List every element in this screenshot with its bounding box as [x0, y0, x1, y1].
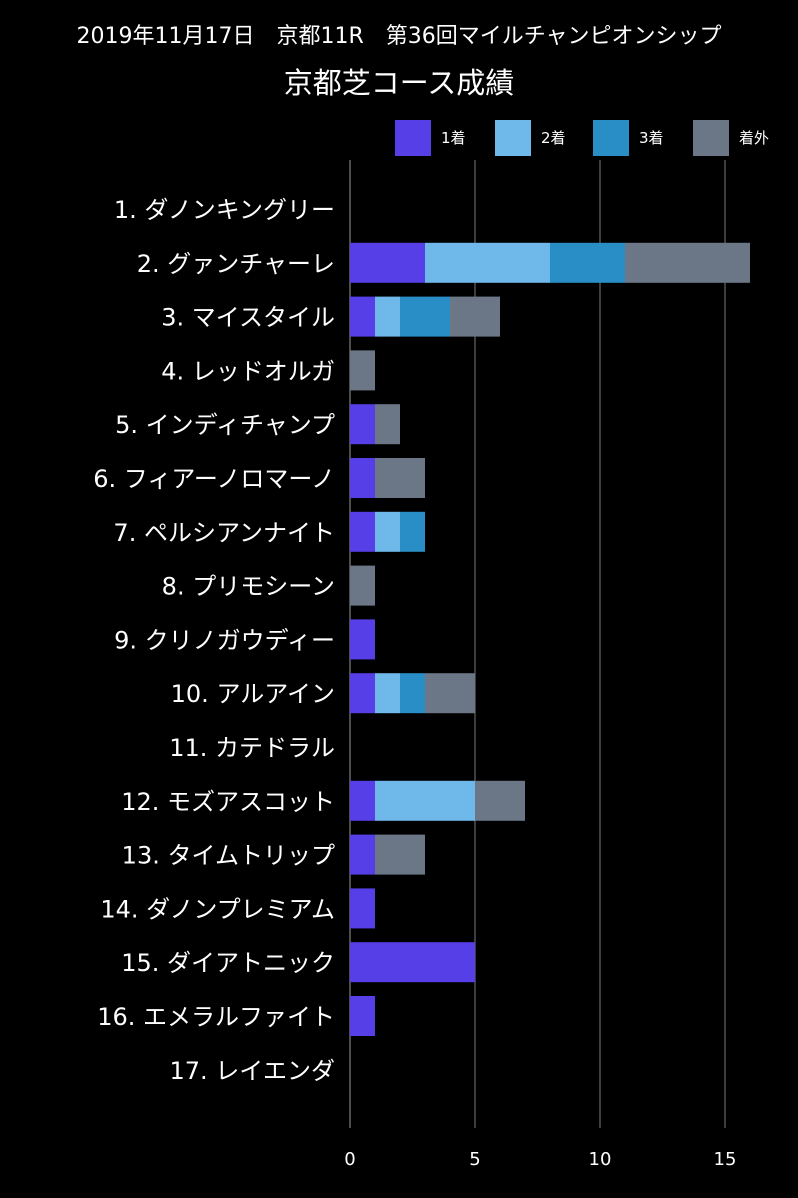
category-label: 5. インディチャンプ [115, 411, 335, 439]
bar-segment-1着 [350, 511, 375, 552]
bar-segment-2着 [375, 296, 400, 337]
category-label: 14. ダノンプレミアム [100, 895, 335, 923]
category-label: 3. マイスタイル [161, 304, 335, 332]
bar-segment-1着 [350, 619, 375, 660]
legend: 1着 2着 3着 着外 [395, 120, 795, 156]
chart-title: 京都芝コース成績 [283, 66, 515, 100]
category-label: 8. プリモシーン [162, 573, 335, 601]
bar-segment-1着 [350, 996, 375, 1036]
category-label: 4. レッドオルガ [161, 357, 335, 385]
x-tick-label-5: 5 [469, 1149, 480, 1170]
bar-segment-2着 [375, 511, 400, 552]
legend-swatch-1st [395, 120, 431, 156]
bar-segment-1着 [350, 673, 375, 714]
legend-label-2nd: 2着 [541, 129, 566, 147]
category-label: 16. エメラルファイト [97, 1003, 335, 1031]
bar-segment-3着 [400, 511, 425, 552]
bar-segment-2着 [375, 780, 475, 821]
bar-segment-3着 [400, 673, 425, 714]
bar-segment-着外 [625, 242, 750, 283]
bar-segment-1着 [350, 404, 375, 445]
legend-label-3rd: 3着 [639, 129, 664, 147]
chart-subtitle: 2019年11月17日 京都11R 第36回マイルチャンピオンシップ [76, 24, 722, 49]
bar-segment-3着 [400, 296, 450, 337]
x-tick-label-10: 10 [589, 1149, 612, 1170]
category-label: 17. レイエンダ [169, 1057, 335, 1085]
category-label: 12. モズアスコット [121, 788, 335, 816]
category-label: 13. タイムトリップ [122, 842, 335, 870]
category-label: 11. カテドラル [169, 734, 335, 762]
bar-segment-着外 [350, 350, 375, 391]
legend-swatch-out [693, 120, 729, 156]
bar-segment-着外 [350, 565, 375, 606]
bar-segment-着外 [375, 834, 425, 875]
legend-swatch-2nd [495, 120, 531, 156]
category-label: 2. グァンチャーレ [137, 250, 335, 278]
category-label: 7. ペルシアンナイト [113, 519, 335, 547]
bar-segment-着外 [475, 780, 525, 821]
bar-segment-1着 [350, 780, 375, 821]
bar-segment-1着 [350, 242, 425, 283]
bar-segment-1着 [350, 942, 475, 983]
bar-segment-着外 [375, 404, 400, 445]
category-label: 6. フィアーノロマーノ [93, 465, 335, 493]
x-tick-label-15: 15 [714, 1149, 737, 1170]
bar-segment-1着 [350, 888, 375, 929]
bar-segment-着外 [425, 673, 475, 714]
x-tick-label-0: 0 [344, 1149, 355, 1170]
legend-swatch-3rd [593, 120, 629, 156]
legend-label-1st: 1着 [441, 129, 466, 147]
category-label: 9. クリノガウディー [114, 626, 335, 654]
category-label: 1. ダノンキングリー [114, 196, 335, 224]
bar-segment-1着 [350, 296, 375, 337]
bar-segment-1着 [350, 458, 375, 498]
bar-segment-2着 [425, 242, 550, 283]
bar-segment-着外 [375, 458, 425, 498]
legend-label-out: 着外 [739, 129, 770, 147]
category-label: 10. アルアイン [171, 680, 335, 708]
bar-segment-2着 [375, 673, 400, 714]
bar-segment-着外 [450, 296, 500, 337]
category-label: 15. ダイアトニック [121, 949, 335, 977]
bar-segment-3着 [550, 242, 625, 283]
bar-segment-1着 [350, 834, 375, 875]
